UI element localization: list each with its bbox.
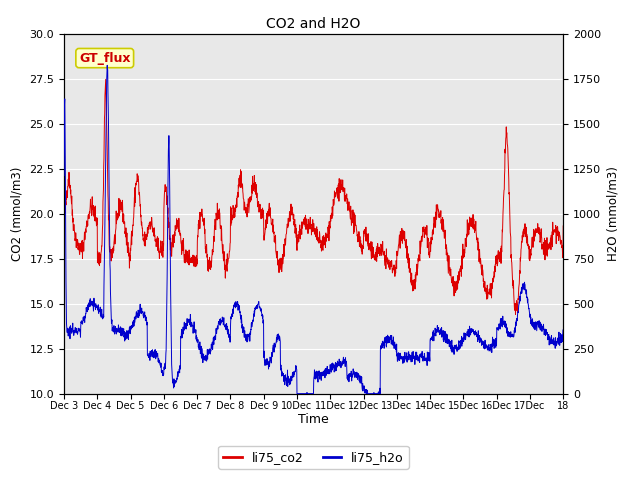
X-axis label: Time: Time: [298, 413, 329, 426]
Y-axis label: H2O (mmol/m3): H2O (mmol/m3): [607, 166, 620, 261]
Text: GT_flux: GT_flux: [79, 51, 131, 65]
Title: CO2 and H2O: CO2 and H2O: [266, 17, 361, 31]
Y-axis label: CO2 (mmol/m3): CO2 (mmol/m3): [11, 167, 24, 261]
Legend: li75_co2, li75_h2o: li75_co2, li75_h2o: [218, 446, 409, 469]
